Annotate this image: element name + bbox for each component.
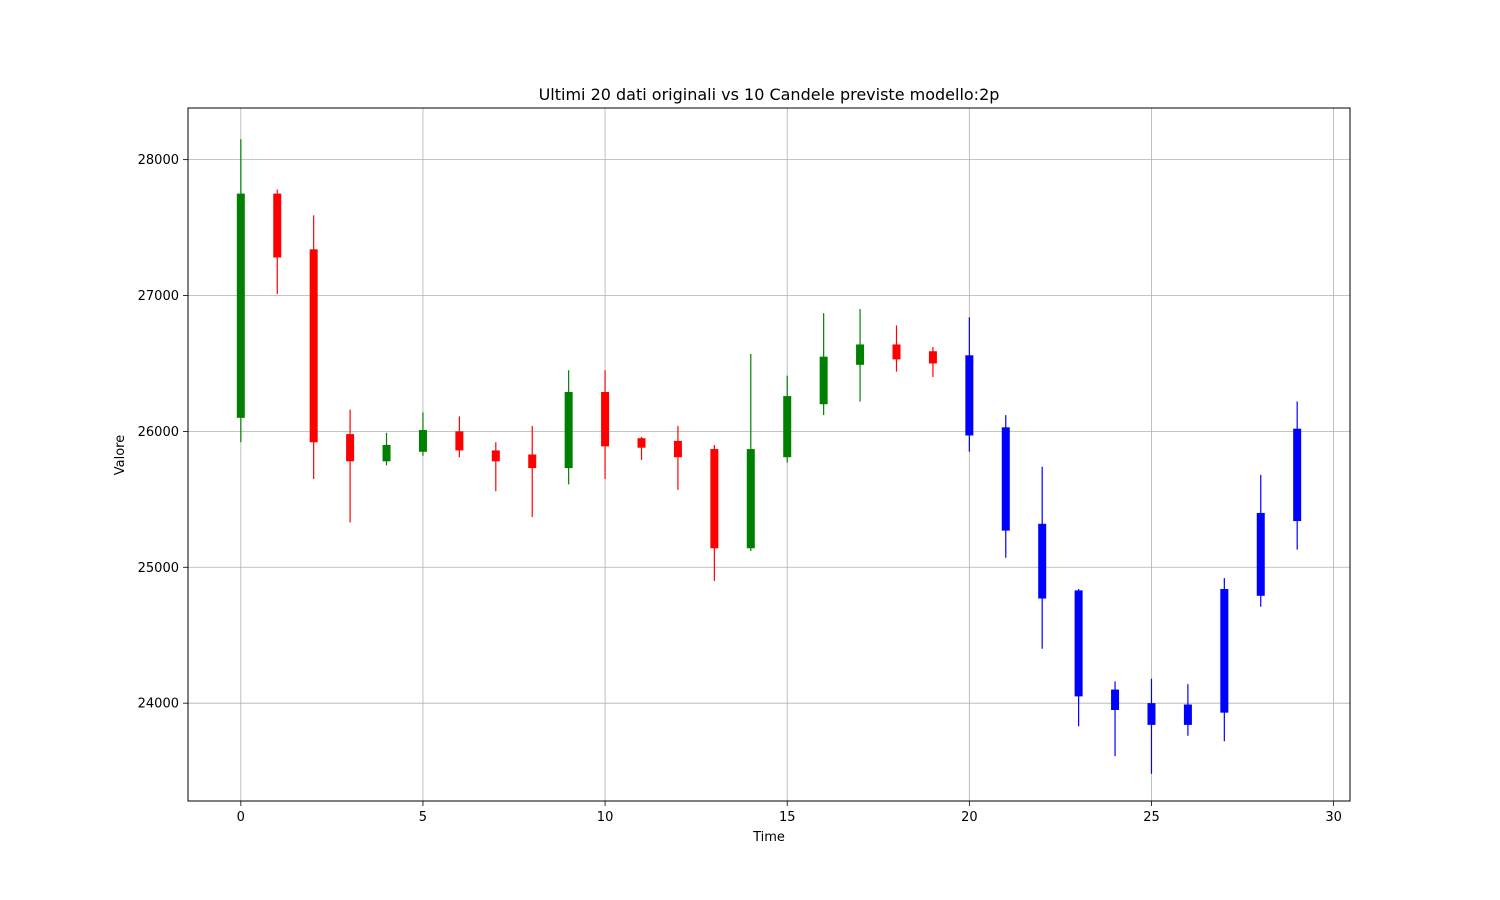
candle [673, 425, 682, 490]
plot-area-frame [187, 107, 1351, 802]
forecast-candle [1038, 466, 1047, 649]
candle [928, 347, 937, 378]
candle [418, 412, 427, 456]
candle [455, 416, 464, 458]
candle-body [309, 249, 318, 443]
y-tick-label: 27000 [138, 289, 179, 304]
x-tick-label: 10 [597, 810, 614, 825]
x-tick-label: 30 [1325, 810, 1342, 825]
candles [236, 139, 1302, 774]
candle [564, 370, 573, 485]
y-tick-label: 24000 [138, 697, 179, 712]
candle-body [236, 193, 245, 418]
candle-body [1220, 589, 1229, 713]
forecast-candle [1183, 684, 1192, 736]
candle-body [1001, 427, 1010, 531]
candle [710, 444, 719, 581]
candle [382, 432, 391, 466]
candle-body [746, 449, 755, 549]
candle-body [382, 444, 391, 462]
candle [746, 353, 755, 551]
candle-body [965, 355, 974, 436]
candle [491, 442, 500, 492]
candle-body [346, 434, 355, 462]
chart-title: Ultimi 20 dati originali vs 10 Candele p… [539, 85, 1000, 104]
x-tick-label: 15 [779, 810, 796, 825]
forecast-candle [1256, 474, 1265, 607]
candle-body [1074, 590, 1083, 697]
candle-body [710, 449, 719, 549]
candle-body [637, 438, 646, 448]
candle-body [819, 356, 828, 405]
candle [601, 370, 610, 479]
forecast-candle [1220, 578, 1229, 742]
candle-body [892, 344, 901, 360]
candle-body [1256, 512, 1265, 596]
y-tick-label: 25000 [138, 561, 179, 576]
candle-body [564, 391, 573, 469]
x-axis-title: Time [752, 830, 785, 845]
y-tick-label: 28000 [138, 153, 179, 168]
candle [783, 375, 792, 463]
candle-body [1293, 428, 1302, 522]
candle-body [1147, 703, 1156, 725]
candle-body [1111, 689, 1120, 710]
candle [637, 436, 646, 460]
candle-body [928, 351, 937, 364]
forecast-candle [1074, 589, 1083, 727]
forecast-candle [1147, 678, 1156, 774]
forecast-candle [1001, 415, 1010, 558]
candle-body [528, 454, 537, 469]
candle-body [673, 440, 682, 458]
x-tick-label: 20 [961, 810, 978, 825]
candle [346, 409, 355, 523]
candle [892, 325, 901, 372]
candle [236, 139, 245, 443]
axis-ticks: 0 5 10 15 20 25 30 24000 25000 26000 27000 28000 [138, 153, 1342, 825]
y-tick-label: 26000 [138, 425, 179, 440]
candle-body [1183, 704, 1192, 725]
candle-body [856, 344, 865, 365]
candle [273, 189, 282, 295]
forecast-candle [965, 317, 974, 452]
candle-body [783, 396, 792, 458]
x-tick-label: 0 [237, 810, 245, 825]
candle [856, 309, 865, 402]
candle [528, 425, 537, 518]
candle-body [601, 391, 610, 447]
candle-body [455, 431, 464, 451]
candle-body [1038, 523, 1047, 599]
candle-body [273, 193, 282, 258]
candle-body [491, 450, 500, 462]
forecast-candle [1111, 681, 1120, 757]
y-axis-title: Valore [113, 435, 128, 475]
candle-body [418, 430, 427, 452]
candle [309, 215, 318, 479]
x-tick-label: 5 [419, 810, 427, 825]
forecast-candle [1293, 401, 1302, 550]
candle [819, 313, 828, 416]
x-tick-label: 25 [1143, 810, 1160, 825]
